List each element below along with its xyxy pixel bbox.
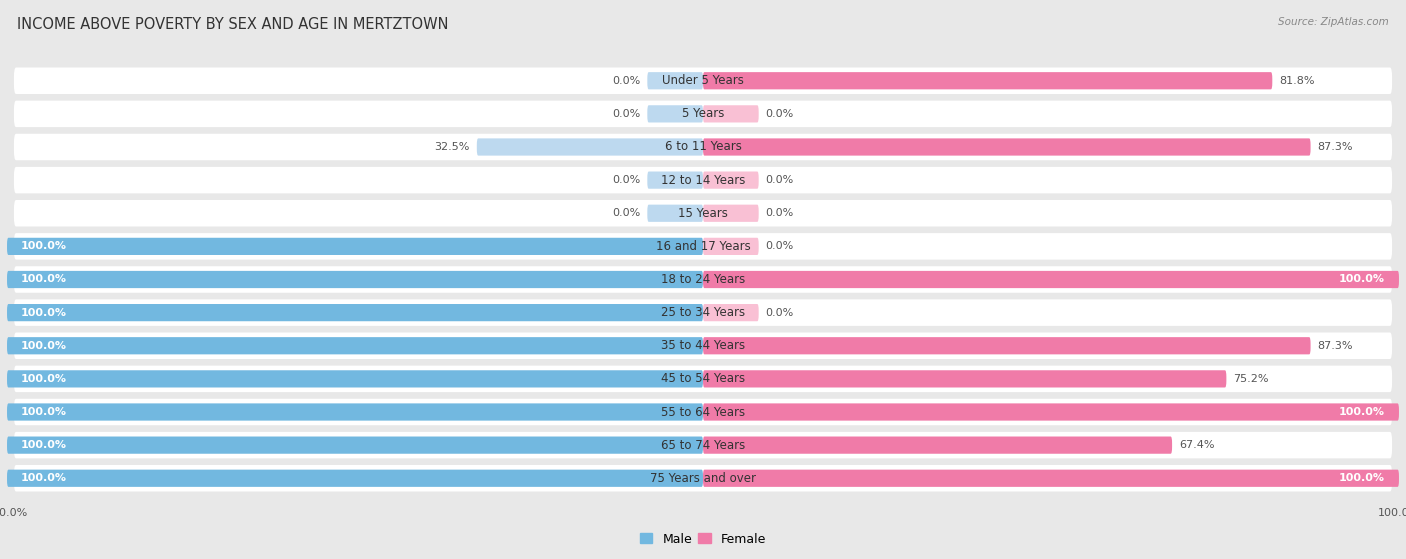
Text: 55 to 64 Years: 55 to 64 Years	[661, 405, 745, 419]
Text: 75 Years and over: 75 Years and over	[650, 472, 756, 485]
Text: 100.0%: 100.0%	[21, 440, 67, 450]
Text: 32.5%: 32.5%	[434, 142, 470, 152]
FancyBboxPatch shape	[14, 366, 1392, 392]
FancyBboxPatch shape	[14, 167, 1392, 193]
Text: 100.0%: 100.0%	[21, 473, 67, 484]
Text: 45 to 54 Years: 45 to 54 Years	[661, 372, 745, 385]
Text: Under 5 Years: Under 5 Years	[662, 74, 744, 87]
FancyBboxPatch shape	[7, 238, 703, 255]
FancyBboxPatch shape	[477, 139, 703, 155]
FancyBboxPatch shape	[703, 139, 1310, 155]
Text: 0.0%: 0.0%	[766, 241, 794, 252]
Text: 0.0%: 0.0%	[612, 109, 640, 119]
FancyBboxPatch shape	[703, 404, 1399, 420]
FancyBboxPatch shape	[703, 337, 1310, 354]
FancyBboxPatch shape	[647, 205, 703, 222]
FancyBboxPatch shape	[7, 370, 703, 387]
Text: 100.0%: 100.0%	[1339, 473, 1385, 484]
FancyBboxPatch shape	[7, 304, 703, 321]
Text: 0.0%: 0.0%	[612, 209, 640, 218]
Text: 0.0%: 0.0%	[766, 109, 794, 119]
FancyBboxPatch shape	[14, 68, 1392, 94]
Text: 35 to 44 Years: 35 to 44 Years	[661, 339, 745, 352]
FancyBboxPatch shape	[703, 238, 759, 255]
FancyBboxPatch shape	[647, 72, 703, 89]
Text: 75.2%: 75.2%	[1233, 374, 1268, 384]
FancyBboxPatch shape	[14, 266, 1392, 293]
FancyBboxPatch shape	[14, 432, 1392, 458]
FancyBboxPatch shape	[14, 233, 1392, 259]
FancyBboxPatch shape	[7, 404, 703, 420]
Text: 87.3%: 87.3%	[1317, 142, 1353, 152]
Text: 15 Years: 15 Years	[678, 207, 728, 220]
FancyBboxPatch shape	[7, 470, 703, 487]
FancyBboxPatch shape	[14, 134, 1392, 160]
FancyBboxPatch shape	[14, 300, 1392, 326]
Text: Source: ZipAtlas.com: Source: ZipAtlas.com	[1278, 17, 1389, 27]
Text: 100.0%: 100.0%	[21, 374, 67, 384]
FancyBboxPatch shape	[703, 304, 759, 321]
FancyBboxPatch shape	[14, 465, 1392, 491]
Text: 100.0%: 100.0%	[1339, 274, 1385, 285]
Text: 0.0%: 0.0%	[612, 75, 640, 86]
FancyBboxPatch shape	[647, 172, 703, 189]
Text: 6 to 11 Years: 6 to 11 Years	[665, 140, 741, 154]
FancyBboxPatch shape	[14, 333, 1392, 359]
FancyBboxPatch shape	[703, 271, 1399, 288]
Text: 65 to 74 Years: 65 to 74 Years	[661, 439, 745, 452]
FancyBboxPatch shape	[703, 172, 759, 189]
Text: 100.0%: 100.0%	[21, 307, 67, 318]
Text: 0.0%: 0.0%	[766, 307, 794, 318]
Text: 0.0%: 0.0%	[766, 209, 794, 218]
FancyBboxPatch shape	[703, 437, 1173, 454]
Text: 0.0%: 0.0%	[612, 175, 640, 185]
Text: 67.4%: 67.4%	[1180, 440, 1215, 450]
Legend: Male, Female: Male, Female	[636, 528, 770, 551]
Text: 25 to 34 Years: 25 to 34 Years	[661, 306, 745, 319]
FancyBboxPatch shape	[14, 200, 1392, 226]
Text: 0.0%: 0.0%	[766, 175, 794, 185]
FancyBboxPatch shape	[703, 105, 759, 122]
Text: INCOME ABOVE POVERTY BY SEX AND AGE IN MERTZTOWN: INCOME ABOVE POVERTY BY SEX AND AGE IN M…	[17, 17, 449, 32]
FancyBboxPatch shape	[14, 101, 1392, 127]
Text: 100.0%: 100.0%	[21, 407, 67, 417]
Text: 12 to 14 Years: 12 to 14 Years	[661, 174, 745, 187]
Text: 16 and 17 Years: 16 and 17 Years	[655, 240, 751, 253]
FancyBboxPatch shape	[703, 205, 759, 222]
FancyBboxPatch shape	[703, 370, 1226, 387]
Text: 5 Years: 5 Years	[682, 107, 724, 120]
FancyBboxPatch shape	[647, 105, 703, 122]
Text: 100.0%: 100.0%	[1339, 407, 1385, 417]
Text: 81.8%: 81.8%	[1279, 75, 1315, 86]
Text: 100.0%: 100.0%	[21, 341, 67, 350]
FancyBboxPatch shape	[703, 72, 1272, 89]
FancyBboxPatch shape	[7, 337, 703, 354]
FancyBboxPatch shape	[7, 437, 703, 454]
Text: 87.3%: 87.3%	[1317, 341, 1353, 350]
FancyBboxPatch shape	[7, 271, 703, 288]
Text: 18 to 24 Years: 18 to 24 Years	[661, 273, 745, 286]
Text: 100.0%: 100.0%	[21, 241, 67, 252]
FancyBboxPatch shape	[703, 470, 1399, 487]
Text: 100.0%: 100.0%	[21, 274, 67, 285]
FancyBboxPatch shape	[14, 399, 1392, 425]
